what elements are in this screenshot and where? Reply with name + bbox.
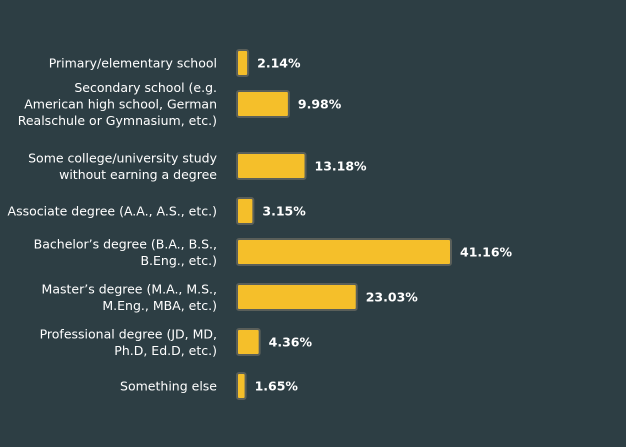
- bar: [236, 197, 255, 225]
- bar: [236, 90, 290, 118]
- value-label: 4.36%: [269, 335, 313, 350]
- category-label-line: American high school, German: [24, 97, 217, 112]
- value-label: 9.98%: [298, 97, 342, 112]
- category-label-line: Something else: [120, 379, 217, 394]
- category-label-line: Bachelor’s degree (B.A., B.S.,: [34, 236, 217, 251]
- category-label: Primary/elementary school: [49, 56, 217, 71]
- category-label: Associate degree (A.A., A.S., etc.): [8, 204, 217, 219]
- category-label-line: Primary/elementary school: [49, 56, 217, 71]
- category-label: Some college/university study without ear…: [28, 150, 217, 182]
- value-label: 13.18%: [315, 159, 368, 174]
- category-label-line: Master’s degree (M.A., M.S.,: [42, 281, 217, 296]
- category-label-line: Realschule or Gymnasium, etc.): [18, 113, 217, 128]
- category-label: Secondary school (e.g. American high scho…: [18, 80, 217, 128]
- category-label-line: Secondary school (e.g.: [74, 80, 217, 95]
- value-label: 1.65%: [255, 379, 299, 394]
- value-label: 3.15%: [262, 204, 306, 219]
- category-label-line: B.Eng., etc.): [140, 253, 217, 268]
- bar: [236, 238, 452, 266]
- category-label: Professional degree (JD, MD, Ph.D, Ed.D, …: [40, 326, 217, 358]
- category-label: Bachelor’s degree (B.A., B.S., B.Eng., et…: [34, 236, 217, 268]
- category-label-line: Professional degree (JD, MD,: [40, 326, 217, 341]
- bar: [236, 372, 247, 400]
- bar: [236, 152, 307, 180]
- category-label-line: Associate degree (A.A., A.S., etc.): [8, 204, 217, 219]
- value-label: 2.14%: [257, 56, 301, 71]
- value-label: 23.03%: [366, 290, 419, 305]
- bar: [236, 328, 261, 356]
- category-label: Something else: [120, 379, 217, 394]
- category-label-line: Some college/university study: [28, 150, 217, 165]
- bar: [236, 283, 358, 311]
- bar: [236, 49, 250, 77]
- category-label-line: without earning a degree: [59, 167, 217, 182]
- category-label: Master’s degree (M.A., M.S., M.Eng., MBA,…: [42, 281, 217, 313]
- value-label: 41.16%: [460, 245, 513, 260]
- category-label-line: Ph.D, Ed.D, etc.): [114, 343, 217, 358]
- category-label-line: M.Eng., MBA, etc.): [102, 298, 217, 313]
